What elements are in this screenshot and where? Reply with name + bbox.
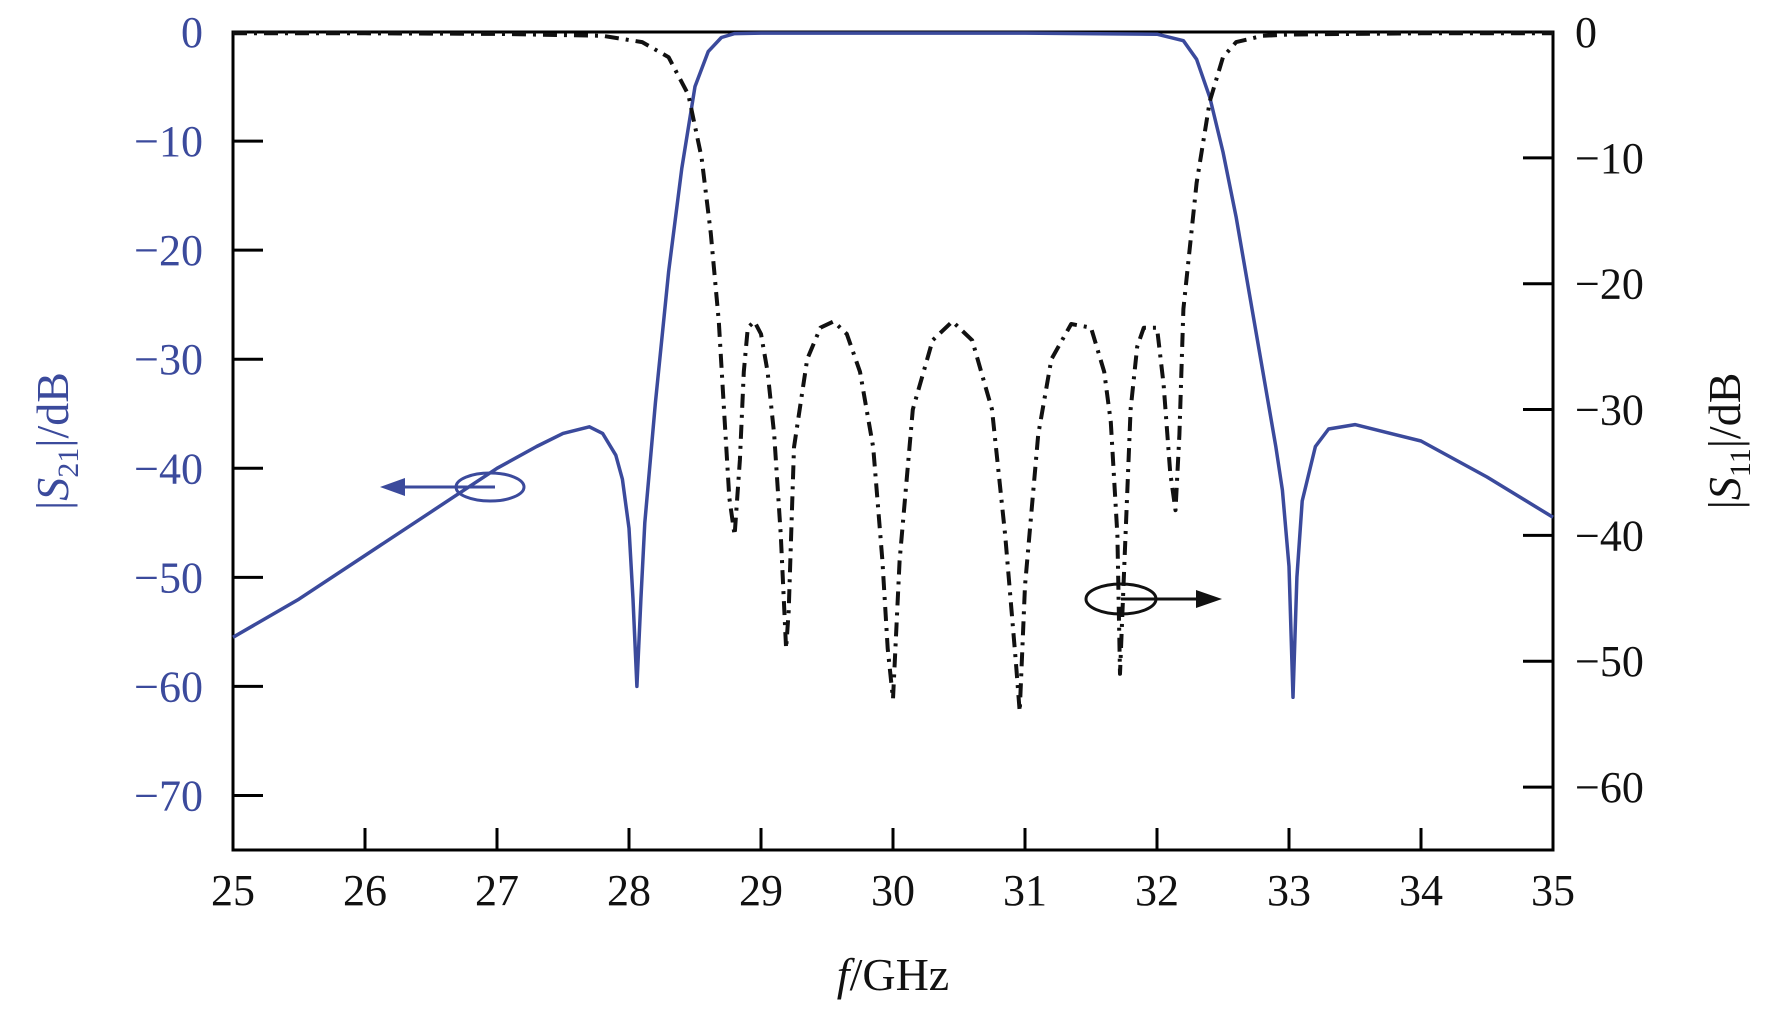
x-tick-label: 35 (1531, 866, 1575, 915)
x-tick-label: 26 (343, 866, 387, 915)
right-y-tick-label: −30 (1575, 386, 1644, 435)
left-y-tick-label: −20 (134, 226, 203, 275)
left-y-tick-label: −60 (134, 662, 203, 711)
left-y-tick-label: −50 (134, 553, 203, 602)
x-tick-label: 29 (739, 866, 783, 915)
x-tick-label: 30 (871, 866, 915, 915)
right-y-tick-label: −40 (1575, 511, 1644, 560)
right-y-tick-label: −20 (1575, 260, 1644, 309)
s21-axis-marker (380, 471, 526, 503)
s11-axis-marker (1084, 582, 1222, 616)
x-tick-label: 27 (475, 866, 519, 915)
x-tick-label: 28 (607, 866, 651, 915)
x-tick-label: 34 (1399, 866, 1443, 915)
right-y-tick-label: −10 (1575, 134, 1644, 183)
series-layer (232, 31, 1554, 714)
plot-frame (231, 30, 1555, 852)
x-tick-label: 32 (1135, 866, 1179, 915)
left-y-tick-label: −40 (134, 444, 203, 493)
x-tick-label: 33 (1267, 866, 1311, 915)
left-y-tick-label: −70 (134, 771, 203, 820)
right-y-tick-label: −50 (1575, 637, 1644, 686)
left-y-tick-label: 0 (181, 8, 203, 57)
left-y-axis-label: |S21|/dB (27, 372, 85, 510)
left-y-tick-label: −30 (134, 335, 203, 384)
x-axis-label: f/GHz (837, 949, 949, 1000)
x-axis-ticks: 25 26 27 28 29 30 31 32 33 34 35 (211, 828, 1575, 915)
left-y-tick-label: −10 (134, 117, 203, 166)
right-arrow-icon (1196, 590, 1222, 608)
x-tick-label: 31 (1003, 866, 1047, 915)
right-y-tick-label: −60 (1575, 763, 1644, 812)
right-axis-ticks: 0 −10 −20 −30 −40 −50 −60 (1523, 8, 1644, 812)
right-y-axis-label: |S11|/dB (1699, 373, 1757, 510)
s21-curve (232, 31, 1554, 700)
x-tick-label: 25 (211, 866, 255, 915)
right-y-tick-label: 0 (1575, 8, 1597, 57)
left-axis-ticks: 0 −10 −20 −30 −40 −50 −60 −70 (134, 8, 263, 820)
left-arrow-icon (380, 478, 405, 496)
s11-curve (233, 31, 1553, 714)
